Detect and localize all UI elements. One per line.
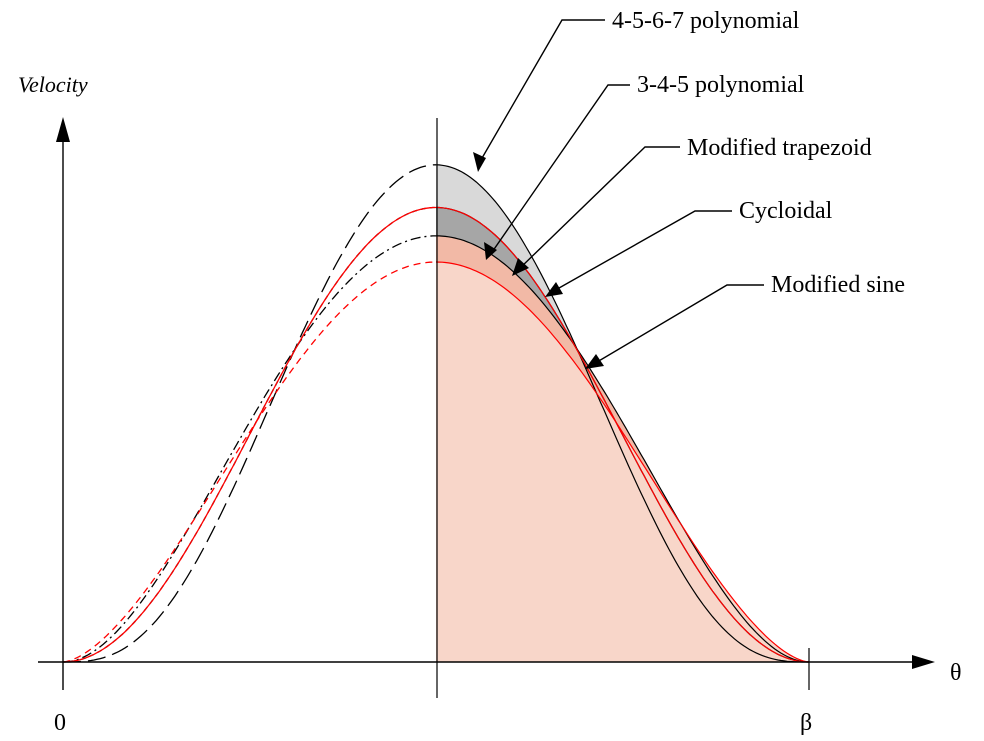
curve-left-cycloidal <box>62 206 436 663</box>
curve-left-3-4-5-polynomial <box>62 235 436 663</box>
arrowhead-trapezoid-icon <box>512 258 529 276</box>
label-345-polynomial: 3-4-5 polynomial <box>637 72 805 98</box>
arrowhead-cycloidal-icon <box>545 282 563 297</box>
arrowhead-4567-icon <box>473 152 486 172</box>
arrowhead-345-icon <box>484 242 497 260</box>
curve-left-modified-sine <box>62 261 437 663</box>
label-cycloidal: Cycloidal <box>739 198 833 224</box>
label-modified-trapezoid: Modified trapezoid <box>687 135 872 161</box>
leader-4567 <box>477 19 605 166</box>
axes <box>38 117 935 698</box>
leader-cycloidal <box>551 210 732 293</box>
arrowhead-modified-sine-icon <box>585 354 604 369</box>
label-4567-polynomial: 4-5-6-7 polynomial <box>612 8 800 34</box>
x-tick-label-0: 0 <box>54 710 66 736</box>
fill-modified-sine <box>436 262 809 662</box>
y-axis-arrow-icon <box>56 117 70 142</box>
x-tick-label-beta: β <box>800 710 812 736</box>
leader-modified-sine <box>591 284 764 366</box>
leader-345 <box>489 84 630 256</box>
curve-lines <box>62 164 810 663</box>
curve-right-3-4-5-polynomial <box>436 235 810 663</box>
curve-fills <box>436 164 809 663</box>
curve-left-4-5-6-7-polynomial <box>63 164 437 663</box>
curve-right-cycloidal <box>436 206 810 663</box>
label-modified-sine: Modified sine <box>771 272 905 298</box>
x-axis-label: θ <box>950 660 962 686</box>
callouts: 4-5-6-7 polynomial 3-4-5 polynomial Modi… <box>473 8 905 369</box>
leader-trapezoid <box>517 146 680 271</box>
curve-right-4-5-6-7-polynomial <box>435 164 809 663</box>
x-axis-arrow-icon <box>912 655 935 669</box>
curve-right-modified-sine <box>435 261 810 663</box>
y-axis-label: Velocity <box>18 72 88 97</box>
